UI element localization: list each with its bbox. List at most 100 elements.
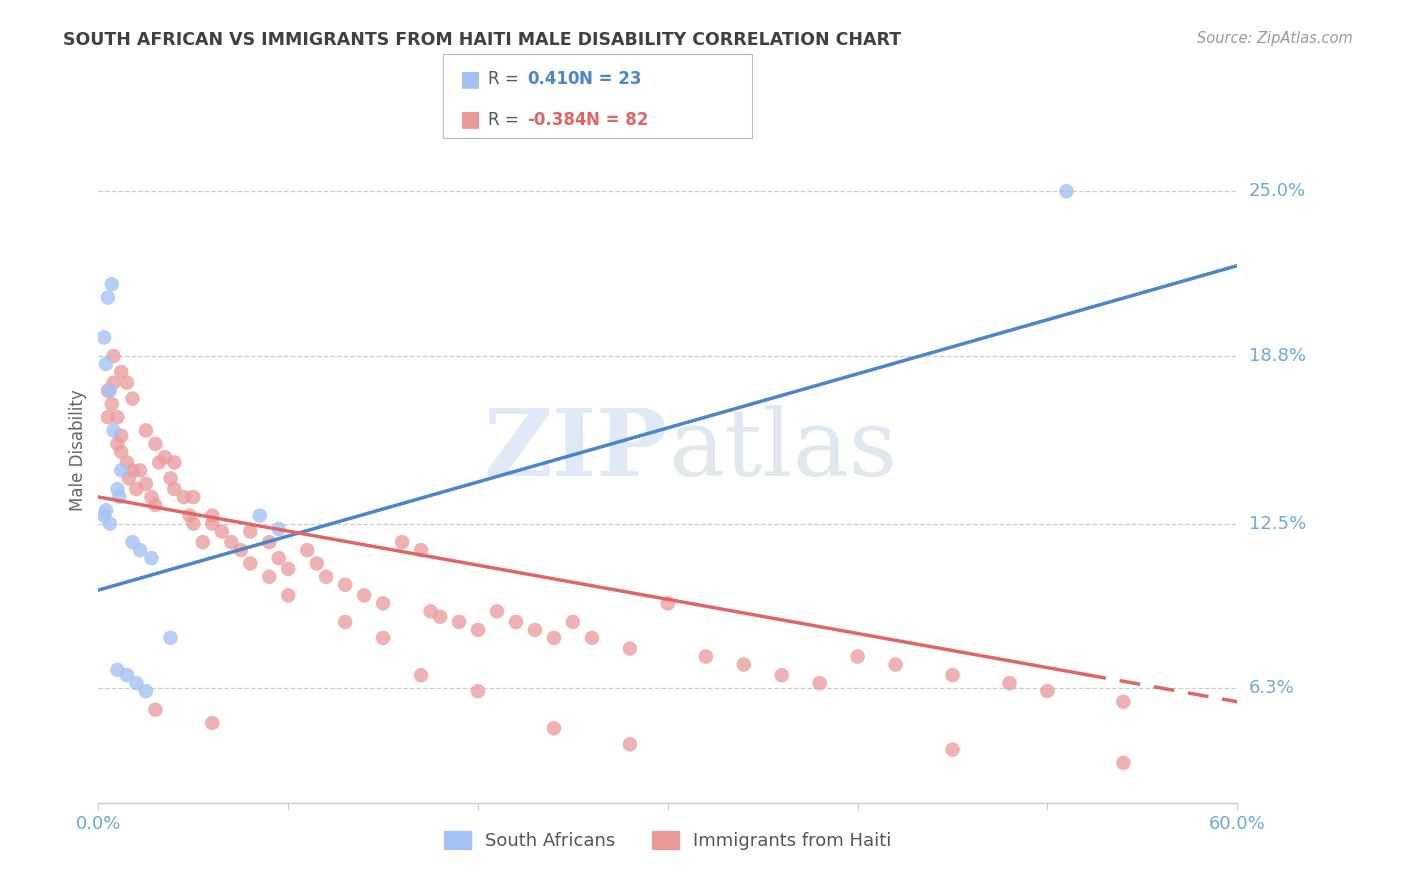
Point <box>145 498 167 512</box>
Point <box>121 463 143 477</box>
Point <box>97 384 120 398</box>
Point <box>353 588 375 602</box>
Y-axis label: Male Disability: Male Disability <box>69 390 87 511</box>
Point <box>201 508 224 523</box>
Point <box>486 604 509 618</box>
Point <box>884 657 907 672</box>
Point <box>770 668 793 682</box>
Text: 0.410: 0.410 <box>527 70 579 88</box>
Legend: South Africans, Immigrants from Haiti: South Africans, Immigrants from Haiti <box>437 823 898 857</box>
Point <box>267 522 290 536</box>
Point <box>115 455 138 469</box>
Point <box>115 376 138 390</box>
Point <box>467 623 489 637</box>
Point <box>305 557 328 571</box>
Point <box>619 737 641 751</box>
Point <box>153 450 176 464</box>
Text: 6.3%: 6.3% <box>1249 680 1295 698</box>
Point <box>998 676 1021 690</box>
Point <box>115 668 138 682</box>
Point <box>97 291 120 305</box>
Point <box>135 424 157 438</box>
Point <box>335 578 357 592</box>
Point <box>107 437 129 451</box>
Point <box>259 535 281 549</box>
Point <box>148 455 170 469</box>
Text: 25.0%: 25.0% <box>1249 182 1306 200</box>
Text: SOUTH AFRICAN VS IMMIGRANTS FROM HAITI MALE DISABILITY CORRELATION CHART: SOUTH AFRICAN VS IMMIGRANTS FROM HAITI M… <box>63 31 901 49</box>
Text: N = 82: N = 82 <box>586 111 648 128</box>
Point <box>163 455 186 469</box>
Point <box>419 604 441 618</box>
Point <box>277 562 299 576</box>
Point <box>129 463 152 477</box>
Point <box>229 543 252 558</box>
Point <box>103 349 125 363</box>
Point <box>249 508 271 523</box>
Point <box>103 424 125 438</box>
Point <box>1112 756 1135 770</box>
Text: R =: R = <box>488 111 519 128</box>
Point <box>505 615 527 629</box>
Point <box>93 330 115 344</box>
Text: Source: ZipAtlas.com: Source: ZipAtlas.com <box>1197 31 1353 46</box>
Text: -0.384: -0.384 <box>527 111 586 128</box>
Point <box>467 684 489 698</box>
Point <box>201 516 224 531</box>
Point <box>191 535 214 549</box>
Text: ■: ■ <box>460 69 481 89</box>
Point <box>110 463 132 477</box>
Point <box>135 684 157 698</box>
Point <box>118 471 141 485</box>
Point <box>93 508 115 523</box>
Point <box>135 476 157 491</box>
Point <box>562 615 585 629</box>
Point <box>98 516 121 531</box>
Text: N = 23: N = 23 <box>579 70 641 88</box>
Point <box>315 570 337 584</box>
Text: 18.8%: 18.8% <box>1249 347 1306 365</box>
Point <box>179 508 201 523</box>
Point <box>371 631 394 645</box>
Point <box>97 410 120 425</box>
Point <box>103 376 125 390</box>
Point <box>145 703 167 717</box>
Text: R =: R = <box>488 70 519 88</box>
Point <box>543 722 565 736</box>
Point <box>543 631 565 645</box>
Point <box>125 482 148 496</box>
Point <box>121 535 143 549</box>
Point <box>221 535 243 549</box>
Point <box>619 641 641 656</box>
Point <box>100 277 122 292</box>
Point <box>391 535 413 549</box>
Point <box>121 392 143 406</box>
Point <box>141 551 163 566</box>
Point <box>695 649 717 664</box>
Point <box>429 609 451 624</box>
Point <box>125 676 148 690</box>
Point <box>110 365 132 379</box>
Point <box>581 631 603 645</box>
Point <box>107 663 129 677</box>
Point <box>110 429 132 443</box>
Point <box>267 551 290 566</box>
Point <box>239 524 262 539</box>
Point <box>335 615 357 629</box>
Point <box>733 657 755 672</box>
Point <box>100 397 122 411</box>
Point <box>942 668 965 682</box>
Point <box>107 482 129 496</box>
Point <box>297 543 319 558</box>
Text: ZIP: ZIP <box>484 406 668 495</box>
Point <box>657 596 679 610</box>
Point <box>183 490 205 504</box>
Point <box>129 543 152 558</box>
Point <box>159 471 181 485</box>
Point <box>107 410 129 425</box>
Point <box>159 631 181 645</box>
Point <box>141 490 163 504</box>
Point <box>94 503 117 517</box>
Point <box>98 384 121 398</box>
Point <box>371 596 394 610</box>
